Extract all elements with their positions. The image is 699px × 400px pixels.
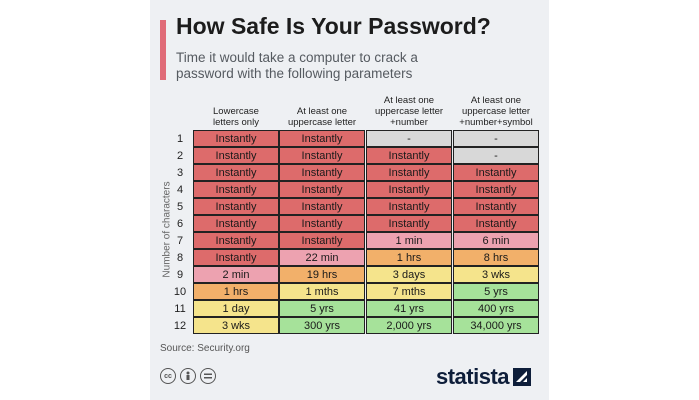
license-icons: cc	[160, 368, 216, 384]
table-cell: 6 min	[453, 232, 539, 249]
row-label: 5	[176, 200, 184, 213]
table-cell: 3 wks	[193, 317, 279, 334]
column-header: At least one uppercase letter +number+sy…	[453, 94, 539, 128]
attribution-icon	[180, 368, 196, 384]
cc-icon: cc	[160, 368, 176, 384]
table-cell: Instantly	[193, 249, 279, 266]
row-label: 4	[176, 183, 184, 196]
column-header-text: Lowercase letters only	[213, 106, 259, 128]
table-cell: Instantly	[279, 232, 365, 249]
table-cell: Instantly	[366, 215, 452, 232]
table-cell: Instantly	[193, 181, 279, 198]
table-cell: Instantly	[279, 164, 365, 181]
no-derivatives-icon	[200, 368, 216, 384]
source-note: Source: Security.org	[160, 343, 250, 354]
table-cell: 5 yrs	[453, 283, 539, 300]
table-cell: 2 min	[193, 266, 279, 283]
table-cell: Instantly	[193, 215, 279, 232]
table-cell: 7 mths	[366, 283, 452, 300]
table-cell: 8 hrs	[453, 249, 539, 266]
table-cell: 2,000 yrs	[366, 317, 452, 334]
page-subtitle: Time it would take a computer to crack a…	[176, 50, 418, 81]
row-label: 3	[176, 166, 184, 179]
table-cell: 19 hrs	[279, 266, 365, 283]
table-cell: 1 day	[193, 300, 279, 317]
column-header: At least one uppercase letter +numberAt …	[366, 94, 452, 128]
row-label: 1	[176, 132, 184, 145]
table-cell: Instantly	[193, 164, 279, 181]
table-cell: 5 yrs	[279, 300, 365, 317]
table-cell: Instantly	[279, 147, 365, 164]
column-header-text: At least one uppercase letter	[287, 106, 357, 128]
row-label: 2	[176, 149, 184, 162]
table-cell: Instantly	[453, 164, 539, 181]
table-cell: -	[453, 130, 539, 147]
table-cell: Instantly	[453, 198, 539, 215]
row-label: 11	[174, 302, 186, 315]
column-header: Lowercase letters onlyLowercaseletters o…	[193, 94, 279, 128]
brand-name: statista	[436, 364, 510, 389]
table-cell: 1 min	[366, 232, 452, 249]
row-label: 8	[176, 251, 184, 264]
table-cell: Instantly	[453, 181, 539, 198]
column-header-text: At least one uppercase letter +number	[374, 95, 444, 128]
table-cell: 1 hrs	[366, 249, 452, 266]
page-title: How Safe Is Your Password?	[176, 13, 491, 39]
table-cell: 1 hrs	[193, 283, 279, 300]
row-label: 10	[173, 285, 187, 298]
table-cell: Instantly	[193, 130, 279, 147]
table-cell: Instantly	[279, 215, 365, 232]
title-accent-bar	[160, 20, 166, 80]
table-cell: -	[366, 130, 452, 147]
y-axis-label: Number of characters	[161, 181, 173, 278]
table-cell: Instantly	[279, 198, 365, 215]
row-label: 6	[176, 217, 184, 230]
table-cell: 34,000 yrs	[453, 317, 539, 334]
table-cell: 41 yrs	[366, 300, 452, 317]
statista-logo-icon	[513, 368, 532, 386]
table-cell: Instantly	[453, 215, 539, 232]
column-header-text: At least one uppercase letter +number+symb…	[459, 95, 533, 128]
table-cell: Instantly	[366, 198, 452, 215]
table-cell: 1 mths	[279, 283, 365, 300]
table-cell: Instantly	[193, 232, 279, 249]
statista-brand[interactable]: statista	[436, 364, 532, 390]
table-cell: Instantly	[279, 130, 365, 147]
table-cell: Instantly	[193, 147, 279, 164]
table-cell: Instantly	[366, 181, 452, 198]
table-cell: 22 min	[279, 249, 365, 266]
table-cell: Instantly	[366, 164, 452, 181]
table-cell: 300 yrs	[279, 317, 365, 334]
table-cell: Instantly	[366, 147, 452, 164]
table-cell: Instantly	[193, 198, 279, 215]
table-cell: 3 days	[366, 266, 452, 283]
row-label: 7	[176, 234, 184, 247]
table-cell: -	[453, 147, 539, 164]
table-cell: 400 yrs	[453, 300, 539, 317]
row-label: 9	[176, 268, 184, 281]
table-cell: Instantly	[279, 181, 365, 198]
table-cell: 3 wks	[453, 266, 539, 283]
row-label: 12	[173, 319, 187, 332]
